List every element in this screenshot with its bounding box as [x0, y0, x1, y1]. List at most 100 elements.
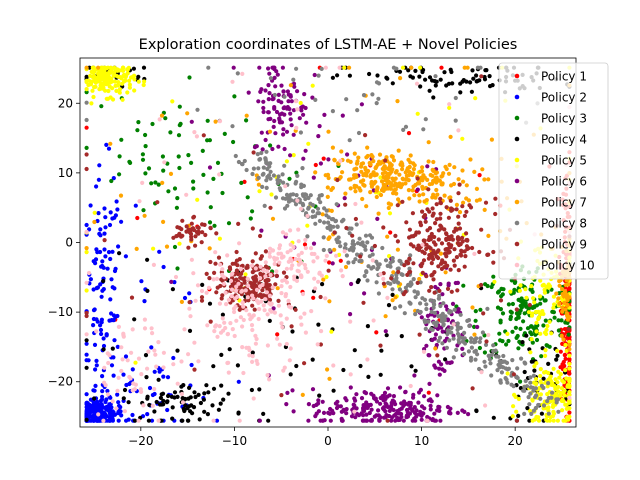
- data-point: [316, 134, 321, 139]
- data-point: [277, 260, 282, 265]
- data-point: [390, 256, 395, 261]
- data-point: [271, 306, 276, 311]
- data-point: [397, 287, 402, 292]
- data-point: [470, 386, 475, 391]
- data-point: [154, 364, 159, 369]
- data-point: [519, 356, 524, 361]
- data-point: [376, 96, 381, 101]
- data-point: [193, 394, 198, 400]
- data-point: [495, 290, 501, 295]
- data-point: [116, 324, 121, 329]
- data-point: [548, 375, 553, 380]
- data-point: [522, 411, 527, 416]
- data-point: [84, 229, 89, 234]
- data-point: [449, 183, 454, 188]
- data-point: [363, 247, 368, 252]
- data-point: [342, 65, 347, 70]
- data-point: [344, 225, 349, 231]
- data-point: [189, 221, 194, 226]
- data-point: [298, 130, 303, 135]
- data-point: [188, 409, 193, 414]
- data-point: [240, 71, 245, 76]
- data-point: [130, 327, 135, 332]
- data-point: [527, 402, 532, 407]
- data-point: [233, 288, 239, 293]
- data-point: [444, 304, 449, 309]
- data-point: [145, 412, 150, 417]
- data-point: [391, 191, 396, 196]
- data-point: [268, 272, 273, 278]
- data-point: [199, 295, 205, 300]
- y-tick-label: 20: [58, 96, 73, 110]
- data-point: [541, 323, 546, 328]
- data-point: [137, 199, 142, 204]
- data-point: [400, 182, 405, 187]
- data-point: [408, 269, 413, 274]
- data-point: [236, 272, 241, 277]
- data-point: [487, 353, 492, 358]
- data-point: [321, 277, 326, 282]
- data-point: [348, 312, 353, 317]
- data-point: [324, 208, 329, 213]
- data-point: [118, 193, 124, 198]
- data-point: [103, 215, 108, 220]
- data-point: [93, 383, 98, 388]
- data-point: [352, 409, 357, 414]
- data-point: [457, 226, 463, 231]
- data-point: [499, 370, 504, 375]
- data-point: [442, 70, 447, 75]
- data-point: [102, 247, 107, 252]
- data-point: [361, 413, 366, 418]
- data-point: [217, 324, 222, 329]
- data-point: [541, 376, 546, 381]
- data-point: [390, 292, 395, 297]
- data-point: [445, 263, 450, 268]
- data-point: [290, 263, 295, 268]
- data-point: [453, 226, 458, 231]
- data-point: [326, 410, 331, 415]
- data-point: [284, 232, 289, 237]
- data-point: [311, 403, 316, 409]
- data-point: [516, 315, 521, 320]
- data-point: [257, 189, 262, 194]
- data-point: [408, 160, 413, 165]
- data-point: [98, 227, 103, 232]
- data-point: [456, 177, 461, 182]
- data-point: [444, 231, 449, 237]
- data-point: [428, 298, 433, 303]
- data-point: [558, 365, 563, 370]
- data-point: [180, 400, 186, 405]
- data-point: [274, 273, 279, 278]
- data-point: [234, 277, 239, 282]
- data-point: [563, 307, 568, 312]
- data-point: [442, 368, 447, 373]
- data-point: [355, 108, 360, 113]
- data-point: [265, 373, 270, 378]
- data-point: [107, 402, 112, 407]
- data-point: [165, 399, 170, 404]
- data-point: [491, 260, 496, 265]
- data-point: [531, 380, 537, 385]
- data-point: [171, 355, 176, 361]
- data-point: [245, 195, 250, 200]
- data-point: [136, 356, 142, 361]
- data-point: [121, 396, 126, 401]
- data-point: [289, 324, 294, 329]
- legend-marker-5: [514, 157, 520, 163]
- data-point: [277, 342, 282, 347]
- data-point: [461, 200, 466, 205]
- data-point: [561, 418, 566, 423]
- data-point: [282, 163, 287, 168]
- data-point: [407, 196, 412, 201]
- data-point: [372, 173, 377, 178]
- data-point: [522, 384, 527, 389]
- data-point: [217, 172, 222, 177]
- data-point: [213, 324, 218, 329]
- data-point: [556, 318, 561, 323]
- data-point: [521, 388, 526, 393]
- data-point: [526, 395, 531, 400]
- data-point: [560, 408, 565, 413]
- data-point: [324, 274, 329, 280]
- data-point: [365, 240, 370, 245]
- data-point: [438, 211, 443, 216]
